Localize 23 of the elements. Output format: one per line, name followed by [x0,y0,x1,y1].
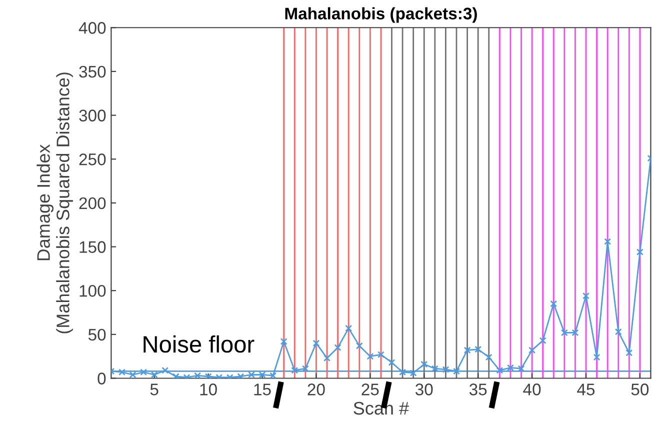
y-tick-label: 150 [80,241,106,253]
x-tick-label: 35 [469,384,487,396]
y-tick-label: 100 [80,284,106,297]
x-tick-label: 50 [631,384,649,396]
x-tick-label: 40 [523,384,541,396]
y-tick-label: 0 [98,372,106,384]
x-axis-title: Scan # [354,402,409,415]
y-axis-title: Damage Index (Mahalanobis Squared Distance) [36,72,73,334]
x-tick-label: 5 [150,384,158,396]
x-tick-label: 25 [362,384,379,396]
y-tick-label: 300 [79,110,106,122]
chart-title: Mahalanobis (packets:3) [285,7,477,23]
y-tick-label: 400 [78,22,106,34]
x-tick-label: 20 [308,384,325,396]
x-tick-label: 10 [200,384,217,396]
y-tick-label: 250 [79,154,106,166]
x-tick-label: 30 [415,384,433,396]
y-tick-label: 200 [79,197,106,210]
y-tick-label: 350 [79,66,106,78]
y-tick-label: 50 [88,328,106,341]
x-tick-label: 15 [254,384,271,396]
ref-line-label: Noise floor [144,335,254,353]
x-tick-label: 45 [577,384,595,396]
